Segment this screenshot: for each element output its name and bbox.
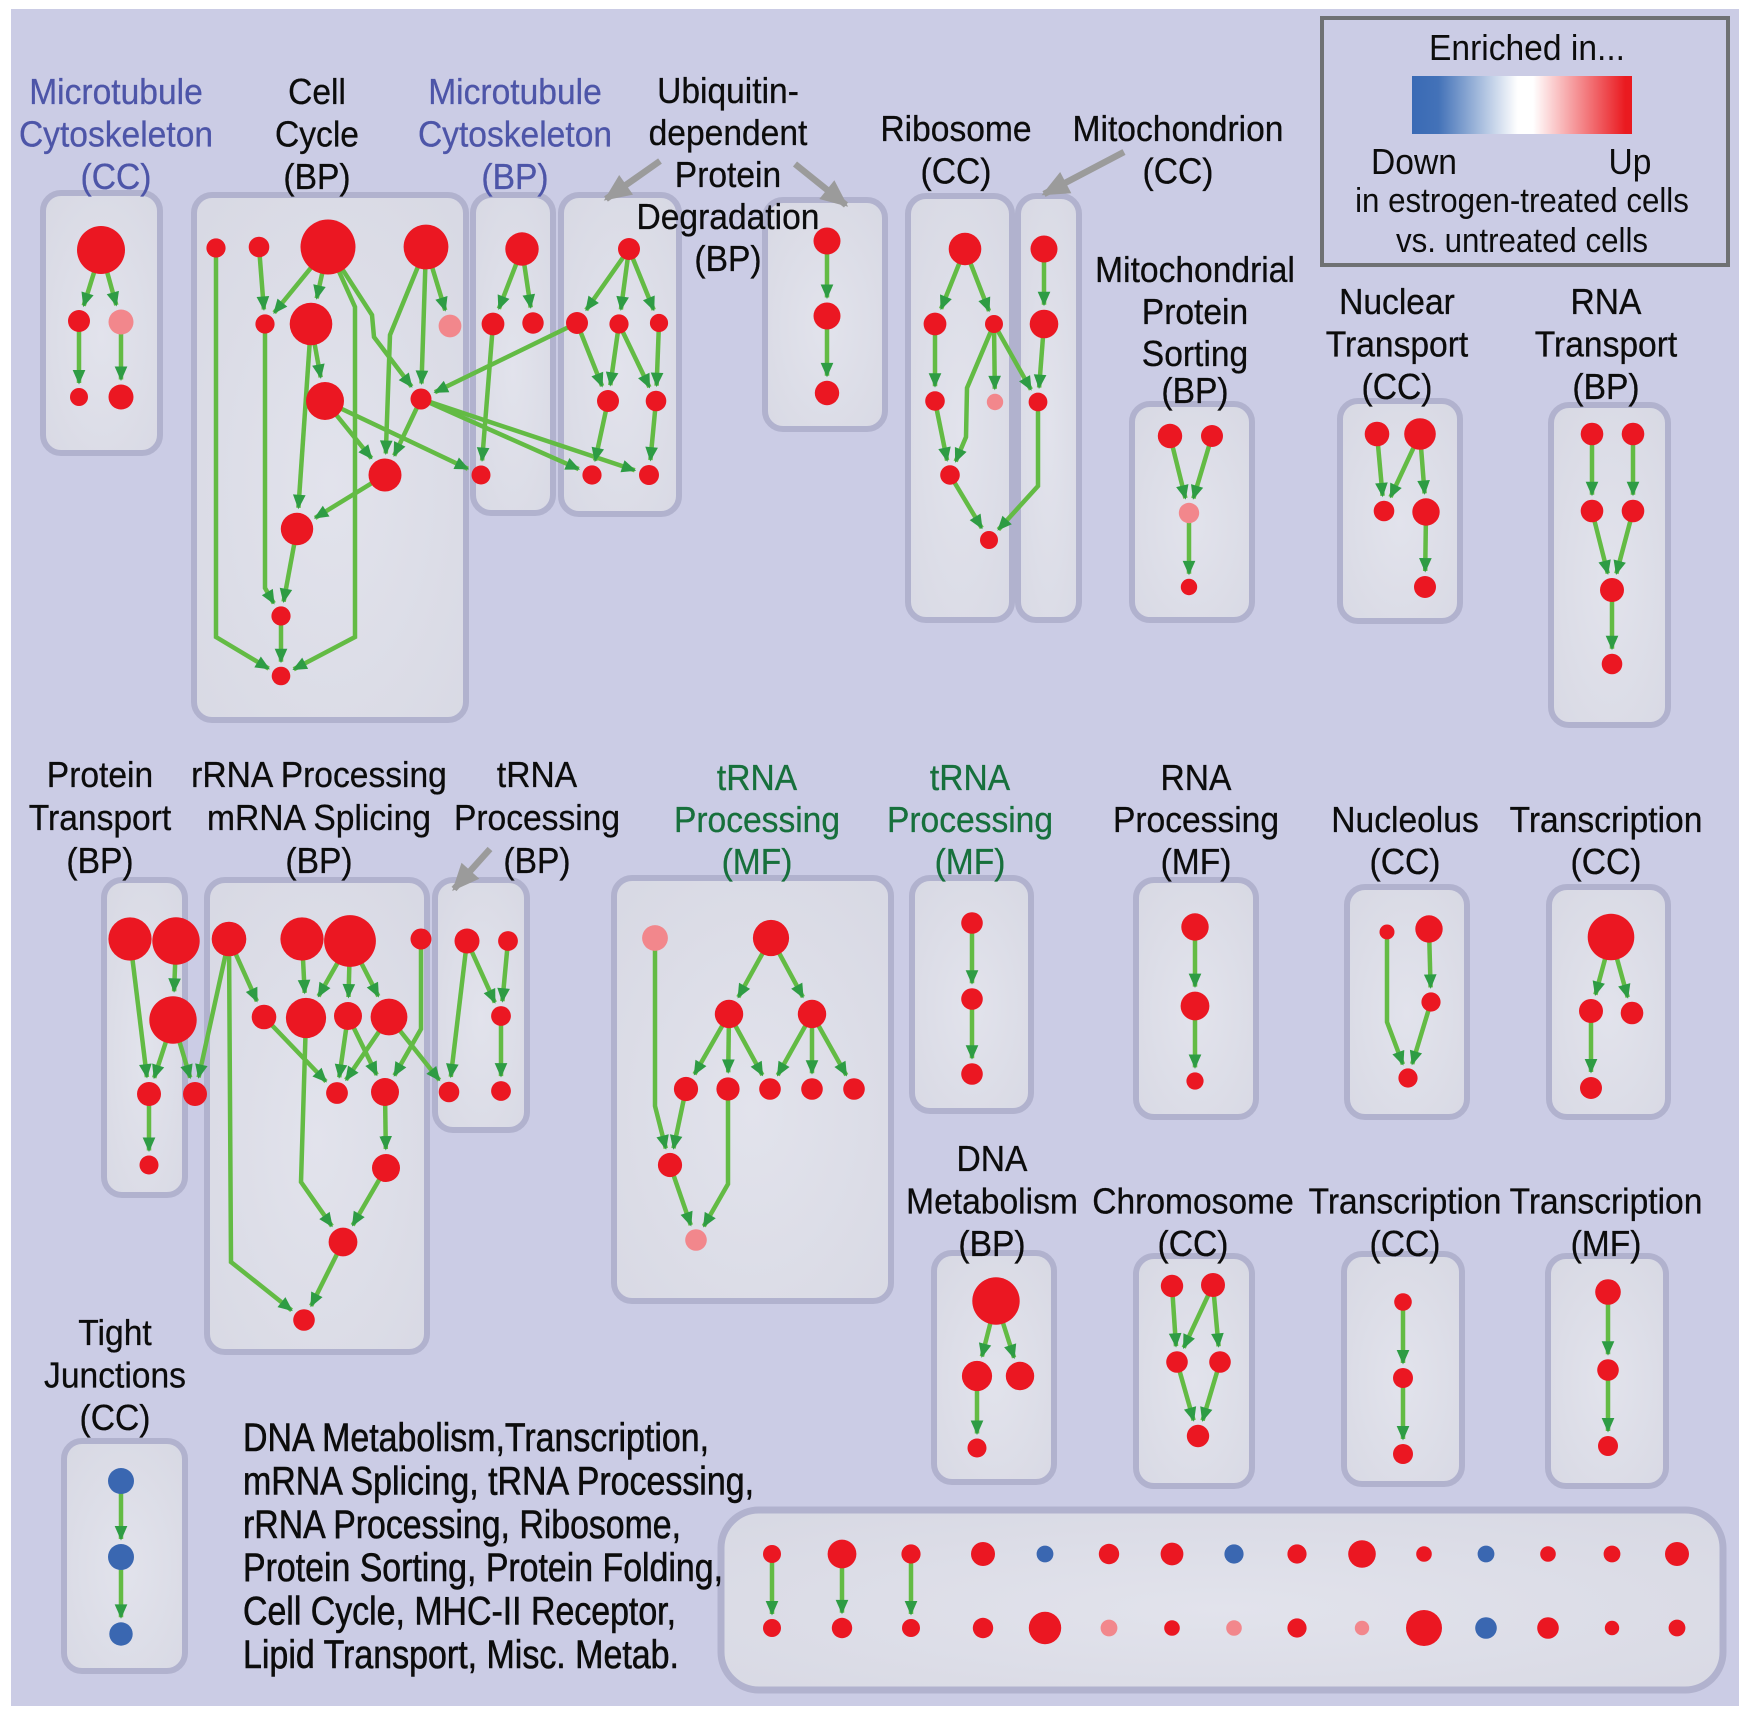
svg-text:Enriched in...: Enriched in... (1429, 27, 1625, 68)
svg-text:(MF): (MF) (1571, 1223, 1642, 1264)
svg-text:Mitochondrion: Mitochondrion (1073, 108, 1284, 149)
svg-text:Processing: Processing (454, 797, 620, 838)
svg-text:(CC): (CC) (80, 1397, 151, 1438)
svg-text:Protein: Protein (47, 754, 153, 795)
svg-text:RNA: RNA (1161, 757, 1232, 798)
svg-text:(BP): (BP) (958, 1223, 1025, 1264)
svg-text:Lipid Transport, Misc. Metab.: Lipid Transport, Misc. Metab. (243, 1633, 679, 1677)
svg-text:(CC): (CC) (1571, 841, 1642, 882)
svg-text:(BP): (BP) (503, 840, 570, 881)
svg-text:Chromosome: Chromosome (1092, 1181, 1294, 1222)
svg-text:Metabolism: Metabolism (906, 1181, 1078, 1222)
svg-text:rRNA Processing, Ribosome,: rRNA Processing, Ribosome, (243, 1503, 681, 1547)
svg-text:mRNA Splicing: mRNA Splicing (207, 797, 431, 838)
svg-text:tRNA: tRNA (497, 754, 578, 795)
svg-text:DNA: DNA (957, 1138, 1028, 1179)
svg-text:Cytoskeleton: Cytoskeleton (19, 114, 213, 155)
svg-text:Transport: Transport (29, 797, 172, 838)
svg-text:Transport: Transport (1535, 324, 1678, 365)
svg-text:Transport: Transport (1326, 324, 1469, 365)
svg-text:Ribosome: Ribosome (880, 108, 1031, 149)
svg-text:Processing: Processing (674, 799, 840, 840)
svg-text:(CC): (CC) (1370, 1223, 1441, 1264)
svg-text:Protein: Protein (1142, 291, 1248, 332)
svg-text:Processing: Processing (887, 799, 1053, 840)
svg-text:Cell Cycle, MHC-II Receptor,: Cell Cycle, MHC-II Receptor, (243, 1590, 676, 1634)
svg-text:Nuclear: Nuclear (1339, 281, 1455, 322)
svg-text:(MF): (MF) (935, 841, 1006, 882)
svg-text:Mitochondrial: Mitochondrial (1095, 249, 1295, 290)
svg-text:tRNA: tRNA (717, 757, 798, 798)
svg-text:Transcription: Transcription (1510, 799, 1703, 840)
svg-text:Down: Down (1371, 141, 1457, 182)
svg-text:Transcription: Transcription (1309, 1181, 1502, 1222)
svg-text:Processing: Processing (1113, 799, 1279, 840)
svg-text:in estrogen-treated cells: in estrogen-treated cells (1355, 182, 1689, 220)
svg-text:DNA Metabolism,Transcription,: DNA Metabolism,Transcription, (243, 1416, 709, 1460)
svg-text:Sorting: Sorting (1142, 333, 1248, 374)
svg-text:vs. untreated cells: vs. untreated cells (1396, 222, 1648, 260)
svg-text:(CC): (CC) (1370, 841, 1441, 882)
svg-text:(BP): (BP) (481, 156, 548, 197)
svg-text:Nucleolus: Nucleolus (1331, 799, 1479, 840)
svg-text:Cell: Cell (288, 71, 346, 112)
svg-text:Junctions: Junctions (44, 1355, 186, 1396)
svg-text:(CC): (CC) (921, 151, 992, 192)
svg-text:dependent: dependent (649, 112, 808, 153)
svg-text:Microtubule: Microtubule (428, 71, 602, 112)
svg-text:(CC): (CC) (1143, 151, 1214, 192)
svg-text:(BP): (BP) (1161, 370, 1228, 411)
svg-text:tRNA: tRNA (930, 757, 1011, 798)
svg-text:Cycle: Cycle (275, 114, 359, 155)
svg-text:(BP): (BP) (283, 156, 350, 197)
svg-text:(BP): (BP) (1572, 366, 1639, 407)
svg-text:(CC): (CC) (81, 156, 152, 197)
svg-text:Degradation: Degradation (637, 196, 820, 237)
svg-text:RNA: RNA (1571, 281, 1642, 322)
svg-text:mRNA Splicing, tRNA Processing: mRNA Splicing, tRNA Processing, (243, 1459, 754, 1503)
svg-text:(BP): (BP) (285, 840, 352, 881)
svg-text:(MF): (MF) (1161, 841, 1232, 882)
svg-text:Microtubule: Microtubule (29, 71, 203, 112)
svg-text:(CC): (CC) (1158, 1223, 1229, 1264)
svg-text:Tight: Tight (78, 1312, 151, 1353)
svg-text:Cytoskeleton: Cytoskeleton (418, 114, 612, 155)
svg-text:Protein: Protein (675, 154, 781, 195)
svg-text:(MF): (MF) (722, 841, 793, 882)
svg-text:(BP): (BP) (694, 238, 761, 279)
svg-text:(BP): (BP) (66, 840, 133, 881)
svg-text:Protein Sorting, Protein Foldi: Protein Sorting, Protein Folding, (243, 1546, 723, 1590)
svg-text:(CC): (CC) (1362, 366, 1433, 407)
svg-text:rRNA Processing: rRNA Processing (191, 754, 447, 795)
svg-text:Up: Up (1609, 141, 1652, 182)
svg-text:Transcription: Transcription (1510, 1181, 1703, 1222)
svg-text:Ubiquitin-: Ubiquitin- (657, 70, 799, 111)
